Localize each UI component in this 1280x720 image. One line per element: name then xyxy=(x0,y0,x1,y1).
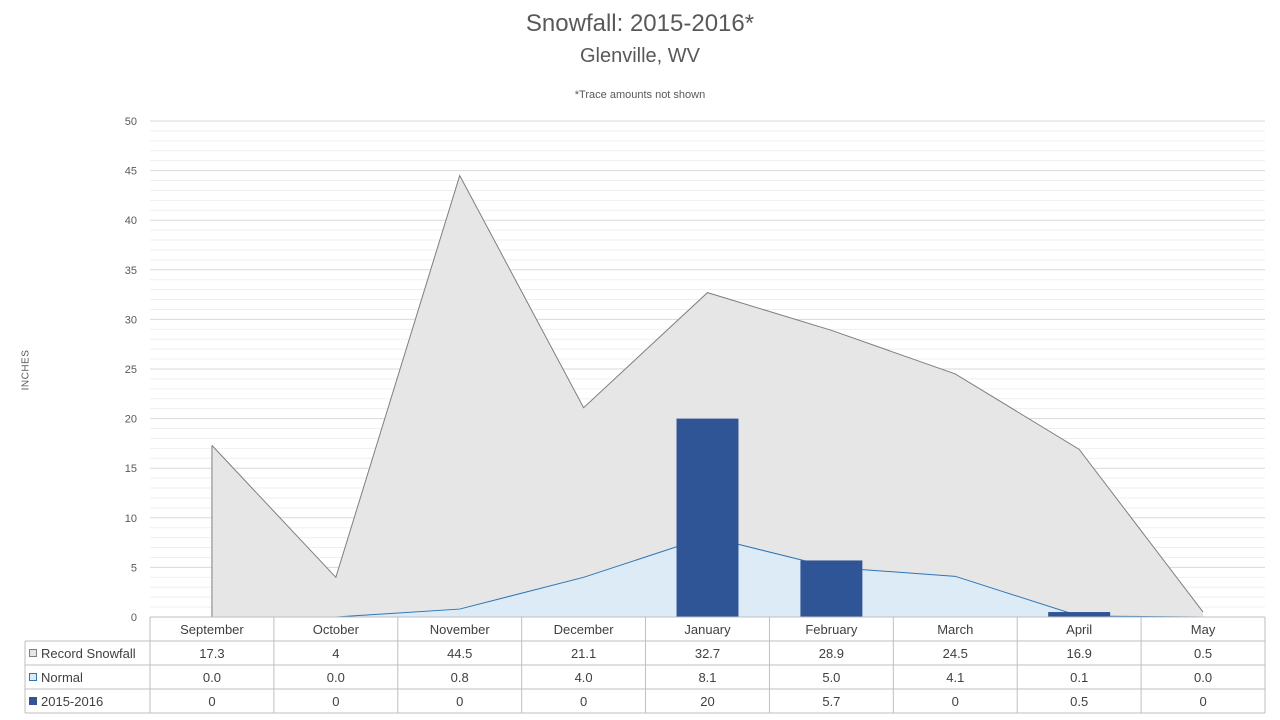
data-table: September October November December January F… xyxy=(24,616,1266,714)
data-label: 32.7 xyxy=(695,646,720,661)
data-label: 4.0 xyxy=(575,670,593,685)
bar-january xyxy=(676,418,739,617)
legend-label: 2015-2016 xyxy=(41,694,103,709)
y-tick-label: 35 xyxy=(125,265,137,277)
x-tick-label: February xyxy=(805,622,858,637)
area-line-record-snowfall xyxy=(211,174,1204,613)
data-label: 0.8 xyxy=(451,670,469,685)
y-tick-label: 50 xyxy=(125,116,137,128)
data-label: 24.5 xyxy=(943,646,968,661)
chart-subtitle: Glenville, WV xyxy=(579,45,701,67)
data-label: 0.5 xyxy=(1070,694,1088,709)
data-label: 0.0 xyxy=(327,670,345,685)
y-tick-label: 40 xyxy=(125,215,137,227)
y-tick-label: 20 xyxy=(125,414,137,426)
bar-series xyxy=(150,418,1265,618)
legend-key-Record Snowfall xyxy=(29,649,37,657)
data-label: 0.0 xyxy=(203,670,221,685)
y-axis-ticks: 0 5 10 15 20 25 30 35 40 45 50 xyxy=(125,116,137,624)
data-label: 0.1 xyxy=(1070,670,1088,685)
data-label: 20 xyxy=(700,694,714,709)
data-label: 0.0 xyxy=(1194,670,1212,685)
data-label: 0 xyxy=(456,694,463,709)
data-label: 5.7 xyxy=(822,694,840,709)
x-tick-label: March xyxy=(937,622,973,637)
x-tick-label: September xyxy=(180,622,244,637)
data-label: 16.9 xyxy=(1067,646,1092,661)
chart-note: *Trace amounts not shown xyxy=(574,89,706,101)
x-tick-label: January xyxy=(684,622,731,637)
data-label: 4.1 xyxy=(946,670,964,685)
data-label: 17.3 xyxy=(199,646,224,661)
data-label: 5.0 xyxy=(822,670,840,685)
data-label: 4 xyxy=(332,646,339,661)
data-label: 8.1 xyxy=(698,670,716,685)
data-label: 21.1 xyxy=(571,646,596,661)
legend-key-2015-2016 xyxy=(29,697,37,705)
x-tick-label: May xyxy=(1191,622,1216,637)
data-label: 0 xyxy=(580,694,587,709)
data-label: 0 xyxy=(1199,694,1206,709)
y-tick-label: 10 xyxy=(125,513,137,525)
data-label: 44.5 xyxy=(447,646,472,661)
bar-april xyxy=(1048,612,1111,617)
chart-title: Snowfall: 2015-2016* xyxy=(525,10,755,37)
y-tick-label: 5 xyxy=(131,562,137,574)
y-tick-label: 15 xyxy=(125,463,137,475)
y-tick-label: 25 xyxy=(125,364,137,376)
bar-february xyxy=(800,560,863,617)
x-tick-label: November xyxy=(430,622,491,637)
x-tick-label: April xyxy=(1066,622,1092,637)
data-label: 0.5 xyxy=(1194,646,1212,661)
x-tick-label: October xyxy=(313,622,360,637)
y-tick-label: 45 xyxy=(125,166,137,178)
legend-label: Normal xyxy=(41,670,83,685)
x-tick-label: December xyxy=(554,622,615,637)
data-label: 0 xyxy=(332,694,339,709)
data-label: 0 xyxy=(208,694,215,709)
legend-key-Normal xyxy=(29,673,37,681)
data-label: 0 xyxy=(952,694,959,709)
data-label: 28.9 xyxy=(819,646,844,661)
y-tick-label: 30 xyxy=(125,314,137,326)
area-fill-record-snowfall xyxy=(211,175,1204,617)
legend-label: Record Snowfall xyxy=(41,646,136,661)
y-tick-label: 0 xyxy=(131,612,137,624)
